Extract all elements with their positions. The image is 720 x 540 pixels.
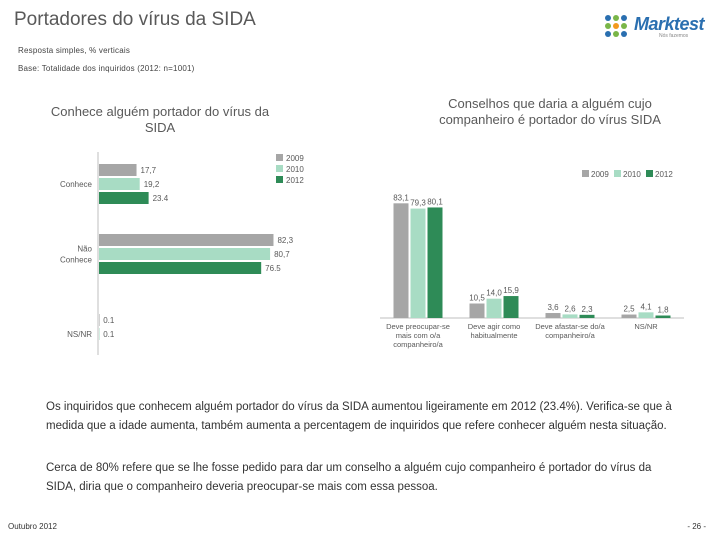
chart1-bar-2012 xyxy=(99,192,149,204)
chart2-bar-2009 xyxy=(469,303,485,318)
chart2-legend-label: 2012 xyxy=(655,170,673,179)
chart2-category-label: mais com o/a xyxy=(396,331,441,340)
footer-date: Outubro 2012 xyxy=(8,522,57,531)
chart1-legend-swatch xyxy=(276,154,283,161)
chart1-legend-label: 2012 xyxy=(286,176,304,185)
chart2-title: Conselhos que daria a alguém cujo compan… xyxy=(439,96,661,127)
chart2-category-label: Deve afastar-se do/a xyxy=(535,322,605,331)
paragraph-2: Cerca de 80% refere que se lhe fosse ped… xyxy=(46,462,652,493)
chart2-bar-2012 xyxy=(503,296,519,318)
chart1-value-label: 0.1 xyxy=(103,316,115,325)
chart2-bar-2010 xyxy=(638,312,654,318)
logo-text: Marktest xyxy=(634,14,705,34)
chart1-value-label: 82,3 xyxy=(277,236,293,245)
page-title: Portadores do vírus da SIDA xyxy=(14,9,256,30)
chart2-value-label: 83,1 xyxy=(393,193,409,202)
chart2-legend-label: 2010 xyxy=(623,170,641,179)
chart1-legend-swatch xyxy=(276,165,283,172)
chart-known-carrier: Conhece 17,7 19,2 23.4 Não Conhece 82,3 80,7 76.… xyxy=(60,152,304,355)
chart2-legend-label: 2009 xyxy=(591,170,609,179)
chart2-legend-swatch xyxy=(646,170,653,177)
chart1-value-label: 17,7 xyxy=(141,166,157,175)
chart1-bar-2010 xyxy=(99,178,140,190)
paragraph-1: Os inquiridos que conhecem alguém portad… xyxy=(46,401,672,432)
chart2-legend-swatch xyxy=(614,170,621,177)
chart2-value-label: 80,1 xyxy=(427,197,443,206)
footer-page-number: - 26 - xyxy=(687,522,706,531)
chart1-value-label: 0.1 xyxy=(103,330,115,339)
chart1-category-label: Conhece xyxy=(60,256,93,265)
chart2-bar-2010 xyxy=(562,314,578,318)
logo-tagline: Nós fazemos xyxy=(659,33,689,39)
chart1-bar-2012 xyxy=(99,262,262,274)
chart2-value-label: 15,9 xyxy=(503,286,519,295)
chart2-category-label: NS/NR xyxy=(634,322,658,331)
chart2-value-label: 4,1 xyxy=(640,302,652,311)
chart1-category-label: NS/NR xyxy=(67,330,92,339)
chart2-bar-2012 xyxy=(427,207,443,318)
chart1-category-label: Não xyxy=(77,245,92,254)
chart1-title: Conhece alguém portador do vírus da SIDA xyxy=(50,104,270,135)
chart1-value-label: 76.5 xyxy=(265,264,281,273)
chart2-value-label: 2,5 xyxy=(623,305,635,314)
chart1-bar-2009 xyxy=(99,314,100,326)
chart1-value-label: 23.4 xyxy=(153,194,169,203)
chart1-bar-2009 xyxy=(99,164,137,176)
chart2-value-label: 2,3 xyxy=(581,305,593,314)
chart1-bar-2010 xyxy=(99,328,100,340)
chart1-value-label: 80,7 xyxy=(274,250,290,259)
chart2-bar-2009 xyxy=(545,313,561,318)
chart2-legend-swatch xyxy=(582,170,589,177)
chart1-bar-2010 xyxy=(99,248,271,260)
chart2-bar-2009 xyxy=(621,314,637,318)
chart2-bar-2010 xyxy=(486,298,502,318)
chart1-value-label: 19,2 xyxy=(144,180,160,189)
chart2-bar-2009 xyxy=(393,203,409,318)
chart2-bar-2012 xyxy=(655,315,671,318)
response-type-note: Resposta simples, % verticais xyxy=(18,46,131,55)
chart1-category-label: Conhece xyxy=(60,180,93,189)
chart2-value-label: 79,3 xyxy=(410,199,426,208)
chart2-category-label: companheiro/a xyxy=(545,331,595,340)
chart2-category-label: Deve preocupar-se xyxy=(386,322,450,331)
chart2-category-label: companheiro/a xyxy=(393,340,443,349)
chart1-bar-2009 xyxy=(99,234,274,246)
chart2-bar-2010 xyxy=(410,208,426,318)
logo-dots-icon xyxy=(605,15,627,37)
chart2-bar-2012 xyxy=(579,314,595,318)
chart2-category-label: Deve agir como xyxy=(468,322,521,331)
chart2-category-label: habitualmente xyxy=(470,331,517,340)
chart2-value-label: 14,0 xyxy=(486,289,502,298)
chart2-value-label: 3,6 xyxy=(547,303,559,312)
marktest-logo: Marktest Nós fazemos xyxy=(604,12,705,42)
chart2-value-label: 1,8 xyxy=(657,306,669,315)
chart1-legend-swatch xyxy=(276,176,283,183)
base-note: Base: Totalidade dos inquiridos (2012: n… xyxy=(18,64,195,73)
chart2-value-label: 10,5 xyxy=(469,294,485,303)
chart2-value-label: 2,6 xyxy=(564,304,576,313)
chart1-legend-label: 2009 xyxy=(286,154,304,163)
chart1-legend-label: 2010 xyxy=(286,165,304,174)
